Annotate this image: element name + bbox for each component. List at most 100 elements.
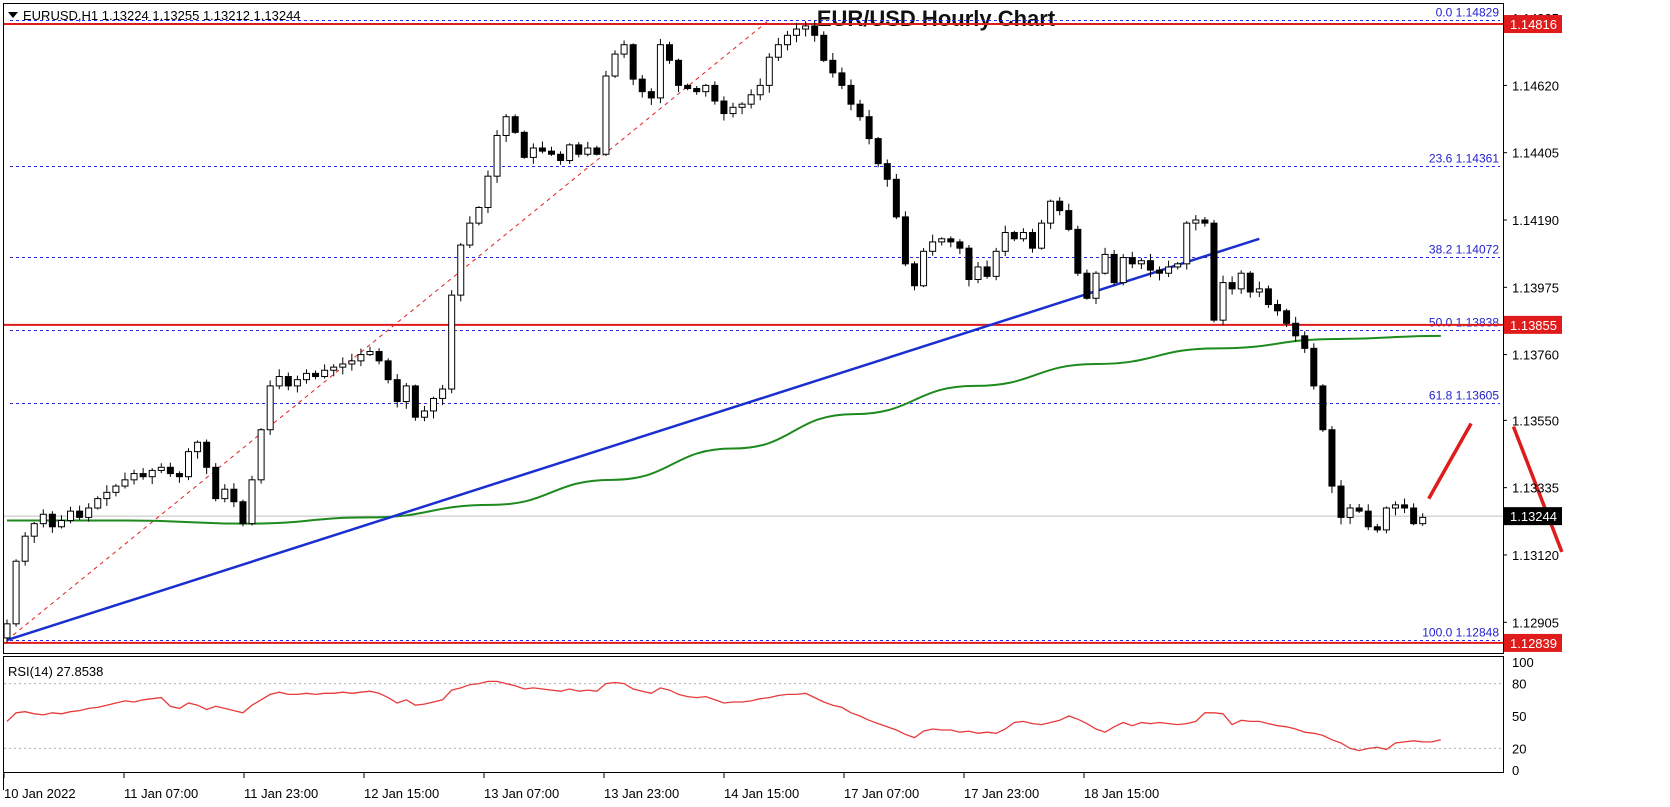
- candle: [257, 428, 265, 484]
- candle-body-bull: [185, 451, 192, 478]
- support-low-tag-label: 1.12839: [1510, 636, 1557, 651]
- candle: [1219, 275, 1227, 326]
- candle: [466, 216, 474, 248]
- candle-body-bear: [1146, 260, 1154, 271]
- candle: [302, 369, 310, 384]
- symbol-info: EURUSD,H1 1.13224 1.13255 1.13212 1.1324…: [23, 8, 301, 23]
- candle-body-bull: [602, 75, 610, 155]
- candle-body-bear: [1010, 232, 1018, 240]
- candle: [1319, 384, 1327, 432]
- candle-body-bear: [901, 216, 909, 265]
- candle: [1201, 217, 1209, 227]
- candle: [1065, 203, 1073, 232]
- candle: [393, 374, 401, 408]
- candle: [348, 353, 356, 371]
- candle-body-bear: [1128, 257, 1136, 265]
- candle: [838, 67, 846, 90]
- candle-body-bull: [293, 379, 301, 387]
- candle: [656, 38, 664, 104]
- candle-body-bear: [203, 441, 211, 468]
- candle: [1264, 285, 1272, 308]
- candle-body-bear: [838, 72, 846, 86]
- candle: [94, 496, 102, 510]
- candle: [284, 372, 292, 391]
- candle: [312, 370, 320, 380]
- fib-swing-dashed-line: [6, 19, 770, 641]
- candle: [321, 364, 329, 379]
- candle-body-bull: [1237, 272, 1245, 290]
- candle: [684, 83, 692, 91]
- candle: [194, 440, 202, 459]
- candle: [85, 503, 93, 522]
- candle-body-bear: [1274, 304, 1281, 312]
- candle: [874, 137, 882, 168]
- candle: [629, 43, 637, 86]
- candle-body-bull: [747, 94, 755, 105]
- candle-body-bull: [611, 53, 619, 77]
- candle: [1056, 197, 1064, 216]
- candle-body-bull: [57, 520, 65, 528]
- candle-body-bear: [811, 25, 819, 36]
- candle: [1047, 199, 1055, 230]
- candle: [130, 469, 138, 485]
- candle-body-bear: [1028, 232, 1036, 249]
- candle-body-bear: [1310, 347, 1318, 387]
- candle-body-bear: [239, 501, 247, 525]
- candle-body-bull: [702, 84, 710, 93]
- candle: [293, 375, 301, 393]
- candle-body-bull: [783, 34, 791, 46]
- candle-body-bear: [1264, 288, 1272, 306]
- candle-body-bear: [865, 116, 873, 140]
- candle-body-bear: [166, 466, 174, 475]
- candle: [829, 53, 837, 78]
- symbol-dropdown-icon[interactable]: [8, 12, 18, 18]
- candle-body-bull: [729, 106, 737, 115]
- candle: [157, 463, 165, 474]
- candle-body-bear: [548, 150, 555, 155]
- candle: [611, 50, 619, 78]
- candle-body-bull: [157, 466, 165, 471]
- price-tick-label: 1.14190: [1512, 213, 1559, 228]
- candle: [112, 484, 120, 497]
- candle: [647, 88, 655, 105]
- time-tick-label: 13 Jan 07:00: [484, 786, 559, 801]
- candle: [1246, 271, 1254, 298]
- candle: [1337, 480, 1345, 525]
- candle-body-bear: [511, 116, 519, 133]
- candle-body-bull: [348, 360, 356, 365]
- candle: [239, 499, 247, 527]
- candle-body-bull: [1001, 232, 1009, 252]
- candle-body-bull: [275, 376, 283, 387]
- candle: [30, 521, 38, 543]
- candle: [920, 248, 928, 288]
- candle-body-bear: [230, 488, 238, 503]
- candle: [1010, 230, 1018, 242]
- candle-body-bear: [1410, 507, 1418, 525]
- candle-body-bear: [1292, 322, 1300, 337]
- candle: [638, 75, 646, 98]
- candle: [929, 234, 937, 256]
- candle-body-bear: [829, 59, 837, 74]
- candle: [103, 485, 111, 506]
- candle: [702, 83, 710, 97]
- candle: [1038, 219, 1046, 250]
- price-tags: 1.14816 1.13855 1.12839 1.13244: [1504, 15, 1562, 652]
- candle: [1192, 215, 1200, 231]
- candle-body-bull: [656, 44, 664, 99]
- chart-title: EUR/USD Hourly Chart: [817, 6, 1056, 31]
- rsi-tick-label: 50: [1512, 709, 1526, 724]
- candle-body-bull: [430, 397, 438, 412]
- candle-body-bull: [738, 103, 746, 108]
- candle-body-bull: [802, 25, 810, 30]
- candle: [1328, 426, 1336, 494]
- candle: [67, 506, 75, 524]
- candle-body-bull: [1101, 253, 1109, 274]
- candle: [21, 532, 29, 566]
- candle: [847, 79, 855, 111]
- candle-body-bull: [30, 523, 38, 537]
- candle-body-bear: [212, 466, 220, 500]
- candle: [1301, 331, 1309, 353]
- candle-body-bear: [1355, 507, 1363, 512]
- candle-body-bear: [693, 88, 701, 93]
- candle: [738, 102, 746, 115]
